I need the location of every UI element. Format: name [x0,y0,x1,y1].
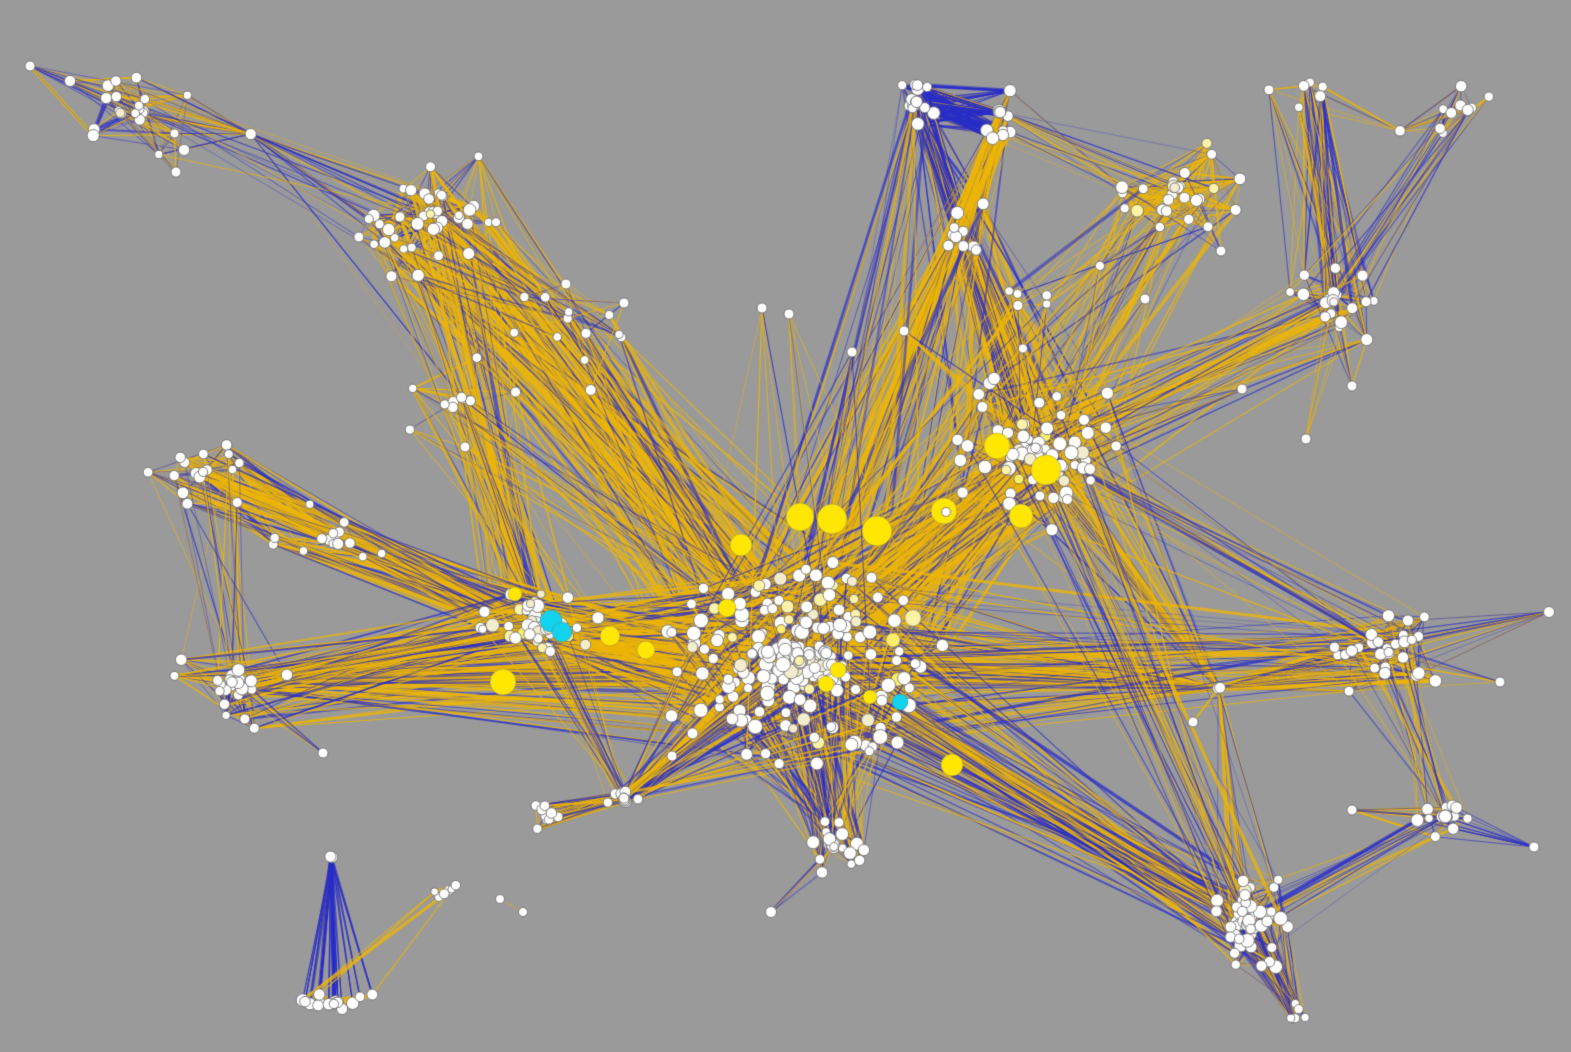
network-graph-canvas[interactable] [0,0,1571,1052]
network-graph-figure [0,0,1571,1052]
